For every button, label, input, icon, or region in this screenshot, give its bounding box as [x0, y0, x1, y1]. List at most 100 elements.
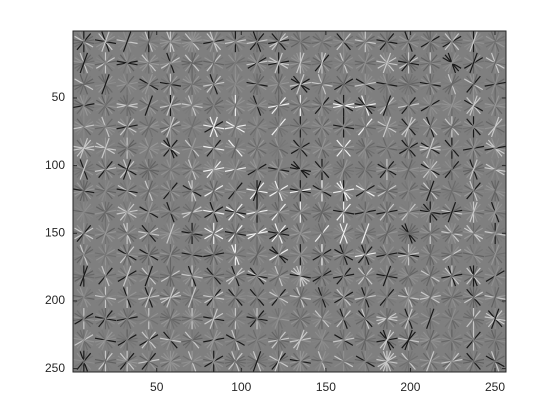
hog-stroke — [296, 180, 305, 202]
hog-stroke — [447, 329, 457, 351]
hog-stroke — [447, 201, 457, 223]
hog-stroke — [490, 180, 500, 202]
hog-stroke — [426, 137, 435, 159]
hog-stroke — [274, 180, 283, 202]
hog-stroke — [447, 52, 457, 74]
image-background — [73, 31, 506, 372]
hog-stroke — [144, 137, 153, 159]
hog-stroke — [426, 244, 435, 266]
hog-stroke — [231, 180, 240, 202]
hog-stroke — [469, 201, 478, 223]
hog-stroke — [166, 329, 175, 351]
hog-stroke — [252, 31, 262, 52]
hog-stroke — [144, 201, 153, 223]
hog-stroke — [469, 223, 478, 244]
hog-stroke — [274, 52, 283, 74]
hog-stroke — [296, 244, 305, 266]
hog-stroke — [187, 31, 197, 52]
hog-stroke — [296, 351, 305, 372]
hog-stroke — [274, 95, 283, 116]
hog-stroke — [144, 95, 153, 116]
hog-stroke — [101, 201, 110, 223]
hog-stroke — [209, 287, 218, 308]
hog-stroke — [490, 95, 500, 116]
hog-stroke — [490, 159, 500, 180]
hog-stroke — [122, 31, 132, 52]
hog-stroke — [426, 116, 435, 138]
hog-stroke — [274, 265, 283, 287]
hog-stroke — [274, 287, 283, 308]
hog-stroke — [79, 52, 89, 74]
hog-stroke — [469, 329, 478, 351]
hog-stroke — [490, 116, 500, 138]
hog-stroke — [231, 244, 240, 266]
hog-stroke — [166, 244, 175, 266]
hog-stroke — [447, 223, 457, 244]
hog-stroke — [404, 74, 413, 95]
hog-stroke — [252, 116, 262, 138]
hog-stroke — [122, 116, 132, 138]
hog-stroke — [122, 244, 132, 266]
axes-box — [72, 30, 507, 373]
hog-stroke — [144, 31, 153, 52]
hog-stroke — [187, 265, 197, 287]
hog-stroke — [382, 31, 392, 52]
hog-stroke — [209, 244, 218, 266]
hog-stroke — [361, 201, 370, 223]
hog-stroke — [361, 95, 370, 116]
hog-stroke — [79, 159, 89, 180]
hog-stroke — [122, 329, 132, 351]
hog-stroke — [79, 31, 89, 52]
hog-stroke — [252, 180, 262, 202]
hog-stroke — [296, 95, 305, 116]
hog-stroke — [187, 244, 197, 266]
y-tick-label: 250 — [45, 361, 65, 375]
hog-stroke — [361, 265, 370, 287]
hog-stroke — [382, 223, 392, 244]
hog-stroke — [469, 137, 478, 159]
x-tick-label: 150 — [316, 380, 336, 394]
hog-stroke — [469, 74, 478, 95]
hog-stroke — [101, 308, 110, 329]
hog-stroke — [339, 180, 348, 202]
hog-stroke — [209, 308, 218, 329]
hog-stroke — [166, 74, 175, 95]
hog-stroke — [166, 159, 175, 180]
hog-stroke — [296, 265, 305, 287]
hog-stroke — [361, 31, 370, 52]
hog-stroke — [339, 351, 348, 372]
hog-stroke — [252, 52, 262, 74]
hog-stroke — [490, 351, 500, 372]
hog-stroke — [231, 74, 240, 95]
hog-stroke — [404, 137, 413, 159]
hog-stroke — [382, 180, 392, 202]
hog-stroke — [447, 308, 457, 329]
hog-stroke — [404, 351, 413, 372]
hog-stroke — [122, 308, 132, 329]
hog-stroke — [339, 52, 348, 74]
hog-stroke — [339, 223, 348, 244]
hog-stroke — [317, 244, 327, 266]
hog-stroke — [101, 74, 110, 95]
hog-stroke — [122, 287, 132, 308]
x-tick-label: 200 — [400, 380, 420, 394]
hog-stroke — [296, 116, 305, 138]
hog-stroke — [209, 159, 218, 180]
hog-stroke — [404, 244, 413, 266]
hog-stroke — [187, 180, 197, 202]
hog-stroke — [426, 74, 435, 95]
hog-stroke — [166, 287, 175, 308]
hog-stroke — [447, 180, 457, 202]
hog-stroke — [209, 31, 218, 52]
hog-stroke — [296, 201, 305, 223]
hog-stroke — [252, 223, 262, 244]
hog-stroke — [317, 287, 327, 308]
hog-stroke — [447, 74, 457, 95]
hog-stroke — [274, 201, 283, 223]
hog-stroke — [231, 137, 240, 159]
hog-stroke — [166, 351, 175, 372]
hog-stroke — [469, 180, 478, 202]
hog-glyphs — [73, 31, 506, 372]
hog-stroke — [187, 159, 197, 180]
